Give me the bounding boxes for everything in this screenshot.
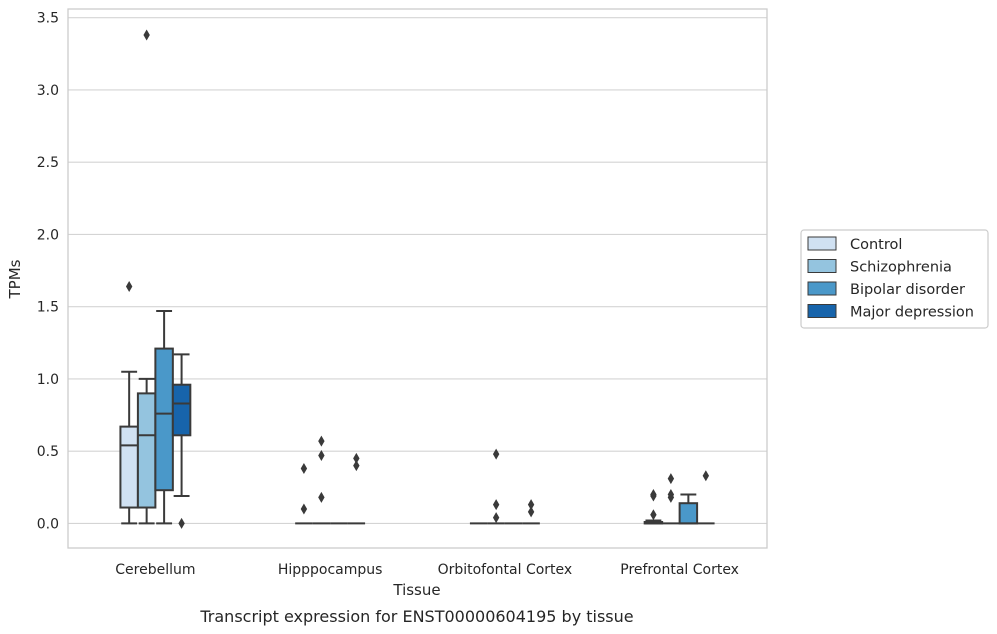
box-group bbox=[487, 448, 505, 525]
box-group bbox=[154, 310, 174, 525]
outlier-point bbox=[353, 460, 360, 472]
box bbox=[154, 347, 174, 492]
x-tick-labels: Cerebellum Hipppocampus Orbitofontal Corte… bbox=[115, 562, 739, 578]
box-group bbox=[136, 29, 157, 525]
outlier-point bbox=[125, 280, 133, 292]
outlier-point bbox=[702, 470, 710, 482]
outlier-point bbox=[492, 512, 500, 524]
outlier-point bbox=[353, 452, 360, 464]
x-tick-label: Orbitofontal Cortex bbox=[438, 562, 573, 578]
x-tick-label: Prefrontal Cortex bbox=[620, 562, 739, 578]
box bbox=[119, 425, 139, 509]
box-group bbox=[662, 473, 680, 525]
chart-title: Transcript expression for ENST0000060419… bbox=[199, 607, 633, 626]
y-tick-label: 0.0 bbox=[37, 516, 59, 532]
y-tick-label: 2.0 bbox=[37, 227, 59, 243]
outlier-point bbox=[300, 463, 308, 475]
outlier-point bbox=[318, 491, 325, 503]
legend-label: Bipolar disorder bbox=[850, 282, 965, 298]
y-axis-label: TPMs bbox=[6, 259, 24, 299]
outlier-point bbox=[318, 435, 325, 447]
outlier-point bbox=[143, 29, 150, 41]
y-tick-label: 2.5 bbox=[37, 155, 59, 171]
outlier-point bbox=[650, 509, 657, 521]
box-group bbox=[295, 463, 313, 525]
outlier-point bbox=[527, 499, 535, 511]
box-group bbox=[522, 499, 540, 525]
box-group bbox=[643, 489, 664, 525]
outlier-point bbox=[667, 473, 675, 485]
y-tick-label: 3.5 bbox=[37, 11, 59, 27]
y-tick-label: 1.0 bbox=[37, 372, 59, 388]
legend-label: Schizophrenia bbox=[850, 260, 952, 276]
outlier-point bbox=[178, 517, 185, 529]
legend-label: Control bbox=[850, 237, 902, 253]
legend-swatch bbox=[807, 304, 837, 318]
y-tick-label: 3.0 bbox=[37, 83, 59, 99]
outlier-point bbox=[492, 448, 500, 460]
x-axis-label: Tissue bbox=[392, 581, 440, 599]
box-group bbox=[697, 470, 715, 525]
y-tick-label: 1.5 bbox=[37, 300, 59, 316]
outlier-point bbox=[492, 499, 500, 511]
box bbox=[136, 392, 157, 509]
box bbox=[171, 383, 192, 437]
plot-frame bbox=[67, 8, 768, 549]
box-series bbox=[119, 29, 715, 529]
x-tick-label: Hipppocampus bbox=[278, 562, 383, 578]
box bbox=[678, 502, 699, 525]
x-tick-label: Cerebellum bbox=[115, 562, 195, 578]
legend-swatch bbox=[807, 281, 837, 296]
outlier-point bbox=[300, 503, 308, 515]
outlier-point bbox=[527, 506, 535, 518]
legend-swatch bbox=[807, 236, 837, 251]
y-tick-labels: 0.0 0.5 1.0 1.5 2.0 2.5 3.0 3.5 bbox=[37, 11, 59, 533]
box-group bbox=[312, 435, 331, 525]
y-tick-label: 0.5 bbox=[37, 444, 59, 460]
legend: Control Schizophrenia Bipolar disorder Majo… bbox=[800, 229, 989, 329]
legend-swatch bbox=[807, 259, 837, 273]
box-group bbox=[119, 280, 139, 525]
outlier-point bbox=[318, 450, 325, 462]
grid-lines bbox=[68, 17, 767, 525]
outlier-point bbox=[650, 489, 657, 501]
legend-label: Major depression bbox=[850, 305, 974, 321]
legend-frame bbox=[800, 229, 989, 329]
box-group bbox=[171, 353, 192, 529]
box-group bbox=[347, 452, 366, 525]
box-group bbox=[678, 493, 699, 525]
outlier-point bbox=[667, 489, 675, 501]
